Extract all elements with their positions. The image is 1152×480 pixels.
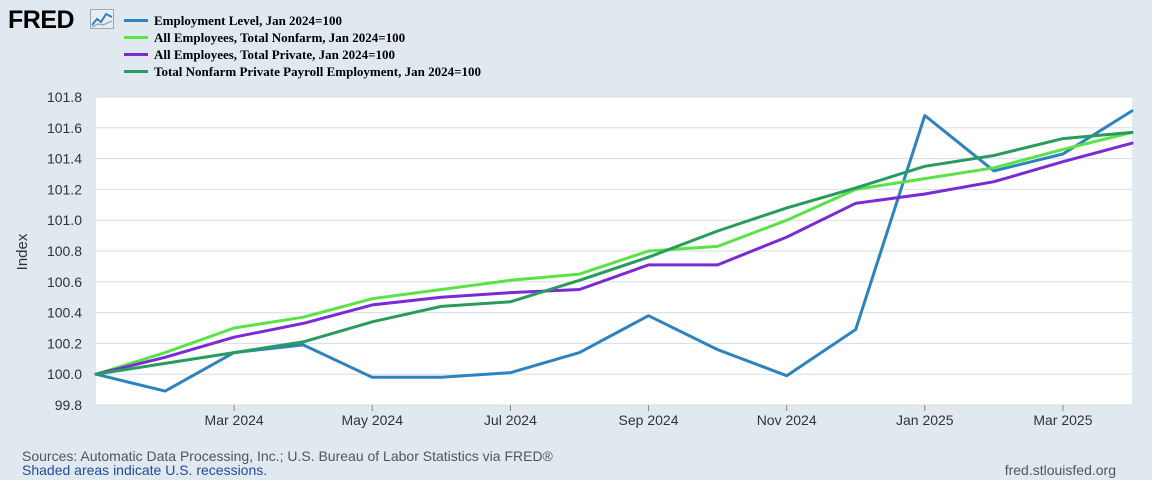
- legend-swatch: [124, 70, 148, 73]
- legend-item[interactable]: Total Nonfarm Private Payroll Employment…: [124, 63, 481, 80]
- y-tick-label: 99.8: [55, 397, 82, 413]
- y-axis-label: Index: [14, 233, 31, 270]
- legend-swatch: [124, 19, 148, 22]
- legend-item[interactable]: All Employees, Total Private, Jan 2024=1…: [124, 46, 481, 63]
- y-tick-label: 101.6: [47, 120, 82, 136]
- x-tick-label: Mar 2024: [205, 412, 264, 428]
- legend-item[interactable]: All Employees, Total Nonfarm, Jan 2024=1…: [124, 29, 481, 46]
- series-line-2: [94, 130, 1134, 376]
- fred-graph-icon: [90, 9, 114, 29]
- legend: Employment Level, Jan 2024=100 All Emplo…: [124, 12, 481, 80]
- legend-swatch: [124, 53, 148, 56]
- y-tick-label: 101.4: [47, 151, 82, 167]
- legend-label: Employment Level, Jan 2024=100: [154, 13, 342, 28]
- x-tick-label: Jul 2024: [484, 412, 537, 428]
- y-tick-label: 101.8: [47, 89, 82, 105]
- y-tick-label: 101.0: [47, 212, 82, 228]
- fred-url-link[interactable]: fred.stlouisfed.org: [1004, 462, 1116, 478]
- y-tick-label: 100.4: [47, 305, 82, 321]
- series-line-4: [94, 130, 1134, 376]
- legend-swatch: [124, 36, 148, 39]
- x-tick-label: May 2024: [342, 412, 404, 428]
- y-tick-label: 101.2: [47, 181, 82, 197]
- legend-item[interactable]: Employment Level, Jan 2024=100: [124, 12, 481, 29]
- line-chart: 99.8 100.0 100.2 100.4 100.6 100.8 101.0 101.2 1…: [14, 89, 1134, 428]
- x-tick-label: Nov 2024: [757, 412, 817, 428]
- y-tick-label: 100.6: [47, 274, 82, 290]
- sources-note: Sources: Automatic Data Processing, Inc.…: [22, 448, 553, 464]
- x-tick-label: Sep 2024: [619, 412, 679, 428]
- recession-note: Shaded areas indicate U.S. recessions.: [22, 462, 268, 478]
- fred-logo[interactable]: FRED: [8, 6, 75, 34]
- legend-label: All Employees, Total Nonfarm, Jan 2024=1…: [154, 30, 406, 45]
- legend-label: All Employees, Total Private, Jan 2024=1…: [154, 47, 396, 62]
- x-tick-label: Jan 2025: [896, 412, 954, 428]
- y-tick-label: 100.0: [47, 366, 82, 382]
- x-tick-label: Mar 2025: [1033, 412, 1092, 428]
- legend-label: Total Nonfarm Private Payroll Employment…: [154, 64, 481, 79]
- series-line-3: [94, 141, 1134, 376]
- y-tick-label: 100.8: [47, 243, 82, 259]
- y-tick-label: 100.2: [47, 335, 82, 351]
